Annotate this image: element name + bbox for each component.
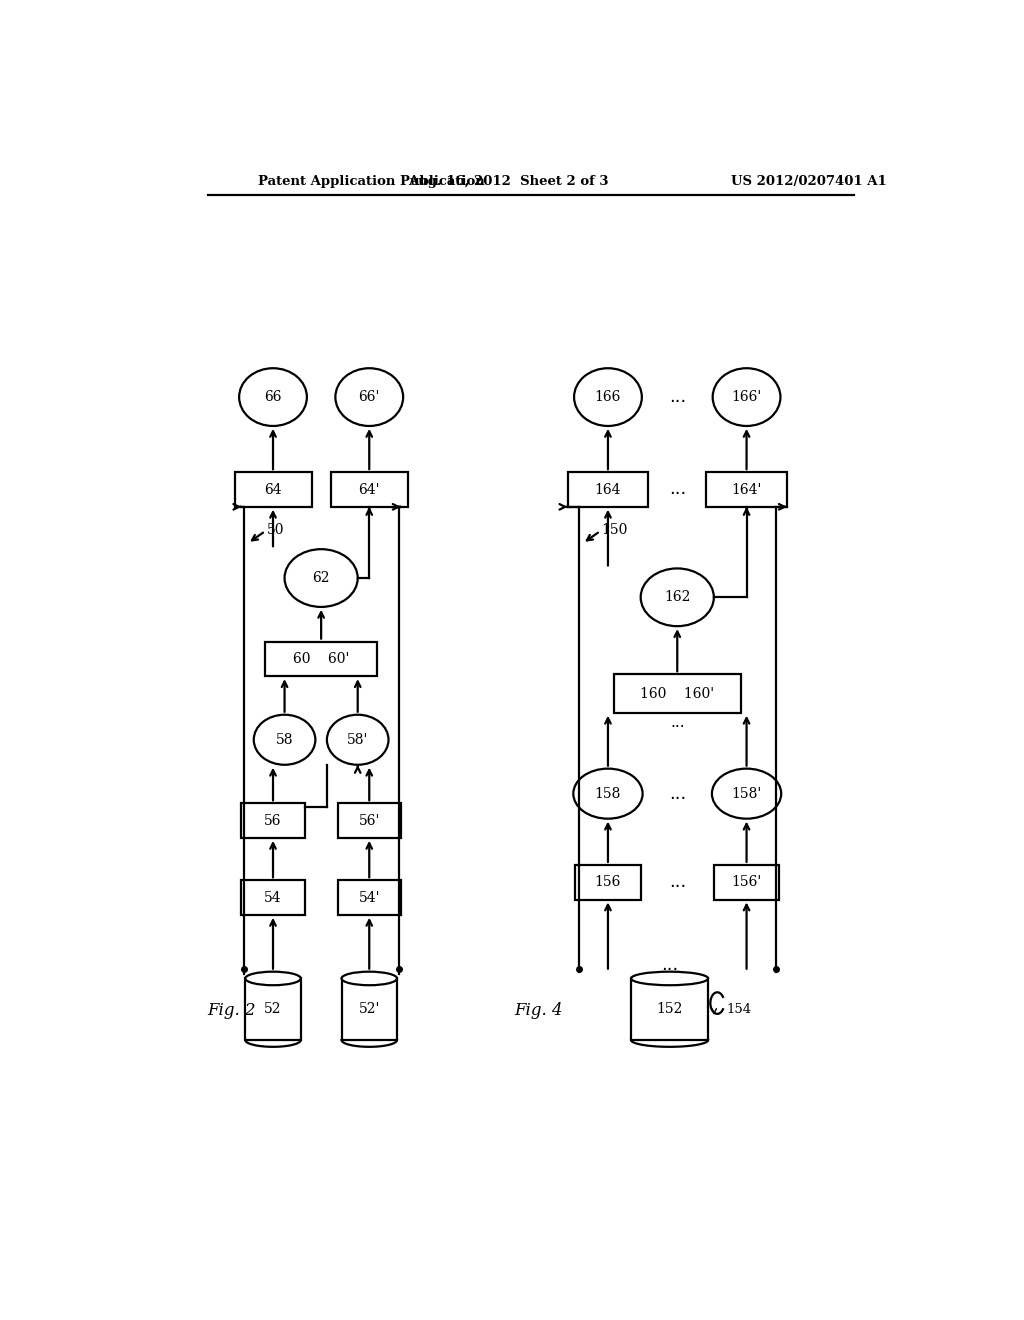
Text: 62: 62: [312, 572, 330, 585]
Bar: [338, 804, 400, 838]
Text: 52: 52: [264, 1002, 282, 1016]
Ellipse shape: [285, 549, 357, 607]
Ellipse shape: [254, 714, 315, 764]
Text: 166: 166: [595, 391, 622, 404]
Text: Fig. 2: Fig. 2: [208, 1002, 256, 1019]
Text: ...: ...: [669, 784, 686, 803]
Bar: [242, 804, 304, 838]
Ellipse shape: [713, 368, 780, 426]
Text: 164': 164': [731, 483, 762, 496]
Ellipse shape: [573, 768, 643, 818]
Ellipse shape: [336, 368, 403, 426]
Text: 66': 66': [358, 391, 380, 404]
Ellipse shape: [631, 972, 708, 985]
Text: 152: 152: [656, 1002, 683, 1016]
Bar: [342, 978, 397, 1040]
Bar: [714, 865, 779, 899]
Bar: [246, 978, 301, 1040]
Bar: [575, 865, 641, 899]
Text: 58: 58: [275, 733, 293, 747]
Bar: [265, 642, 377, 676]
Bar: [331, 473, 408, 507]
Text: 156: 156: [595, 875, 622, 890]
Text: 166': 166': [731, 391, 762, 404]
Text: 164: 164: [595, 483, 622, 496]
Text: Aug. 16, 2012  Sheet 2 of 3: Aug. 16, 2012 Sheet 2 of 3: [408, 176, 608, 187]
Text: 56: 56: [264, 813, 282, 828]
Text: 156': 156': [731, 875, 762, 890]
Text: 162: 162: [665, 590, 690, 605]
Text: 64': 64': [358, 483, 380, 496]
Text: 54': 54': [358, 891, 380, 904]
Text: Patent Application Publication: Patent Application Publication: [258, 176, 484, 187]
Text: Fig. 4: Fig. 4: [514, 1002, 562, 1019]
Text: 158: 158: [595, 787, 622, 801]
Text: 50: 50: [267, 523, 285, 536]
Text: ...: ...: [669, 480, 686, 499]
Text: 54: 54: [264, 891, 282, 904]
Ellipse shape: [641, 569, 714, 626]
Bar: [242, 880, 304, 915]
Text: 160    160': 160 160': [640, 686, 715, 701]
Bar: [631, 978, 708, 1040]
Ellipse shape: [327, 714, 388, 764]
Text: US 2012/0207401 A1: US 2012/0207401 A1: [731, 176, 887, 187]
Ellipse shape: [246, 972, 301, 985]
Text: 64: 64: [264, 483, 282, 496]
Text: ...: ...: [669, 388, 686, 407]
Ellipse shape: [574, 368, 642, 426]
Text: ...: ...: [660, 956, 678, 974]
Text: 154: 154: [727, 1003, 752, 1016]
Bar: [613, 675, 740, 713]
Bar: [234, 473, 311, 507]
Ellipse shape: [240, 368, 307, 426]
Bar: [338, 880, 400, 915]
Text: ...: ...: [670, 714, 685, 730]
Text: ...: ...: [669, 874, 686, 891]
Ellipse shape: [342, 972, 397, 985]
Text: 58': 58': [347, 733, 369, 747]
Text: 56': 56': [358, 813, 380, 828]
Ellipse shape: [712, 768, 781, 818]
Text: 60    60': 60 60': [293, 652, 349, 665]
Text: 158': 158': [731, 787, 762, 801]
Text: 150: 150: [602, 523, 628, 536]
Text: 66: 66: [264, 391, 282, 404]
Bar: [567, 473, 648, 507]
Text: 52': 52': [358, 1002, 380, 1016]
Bar: [707, 473, 787, 507]
